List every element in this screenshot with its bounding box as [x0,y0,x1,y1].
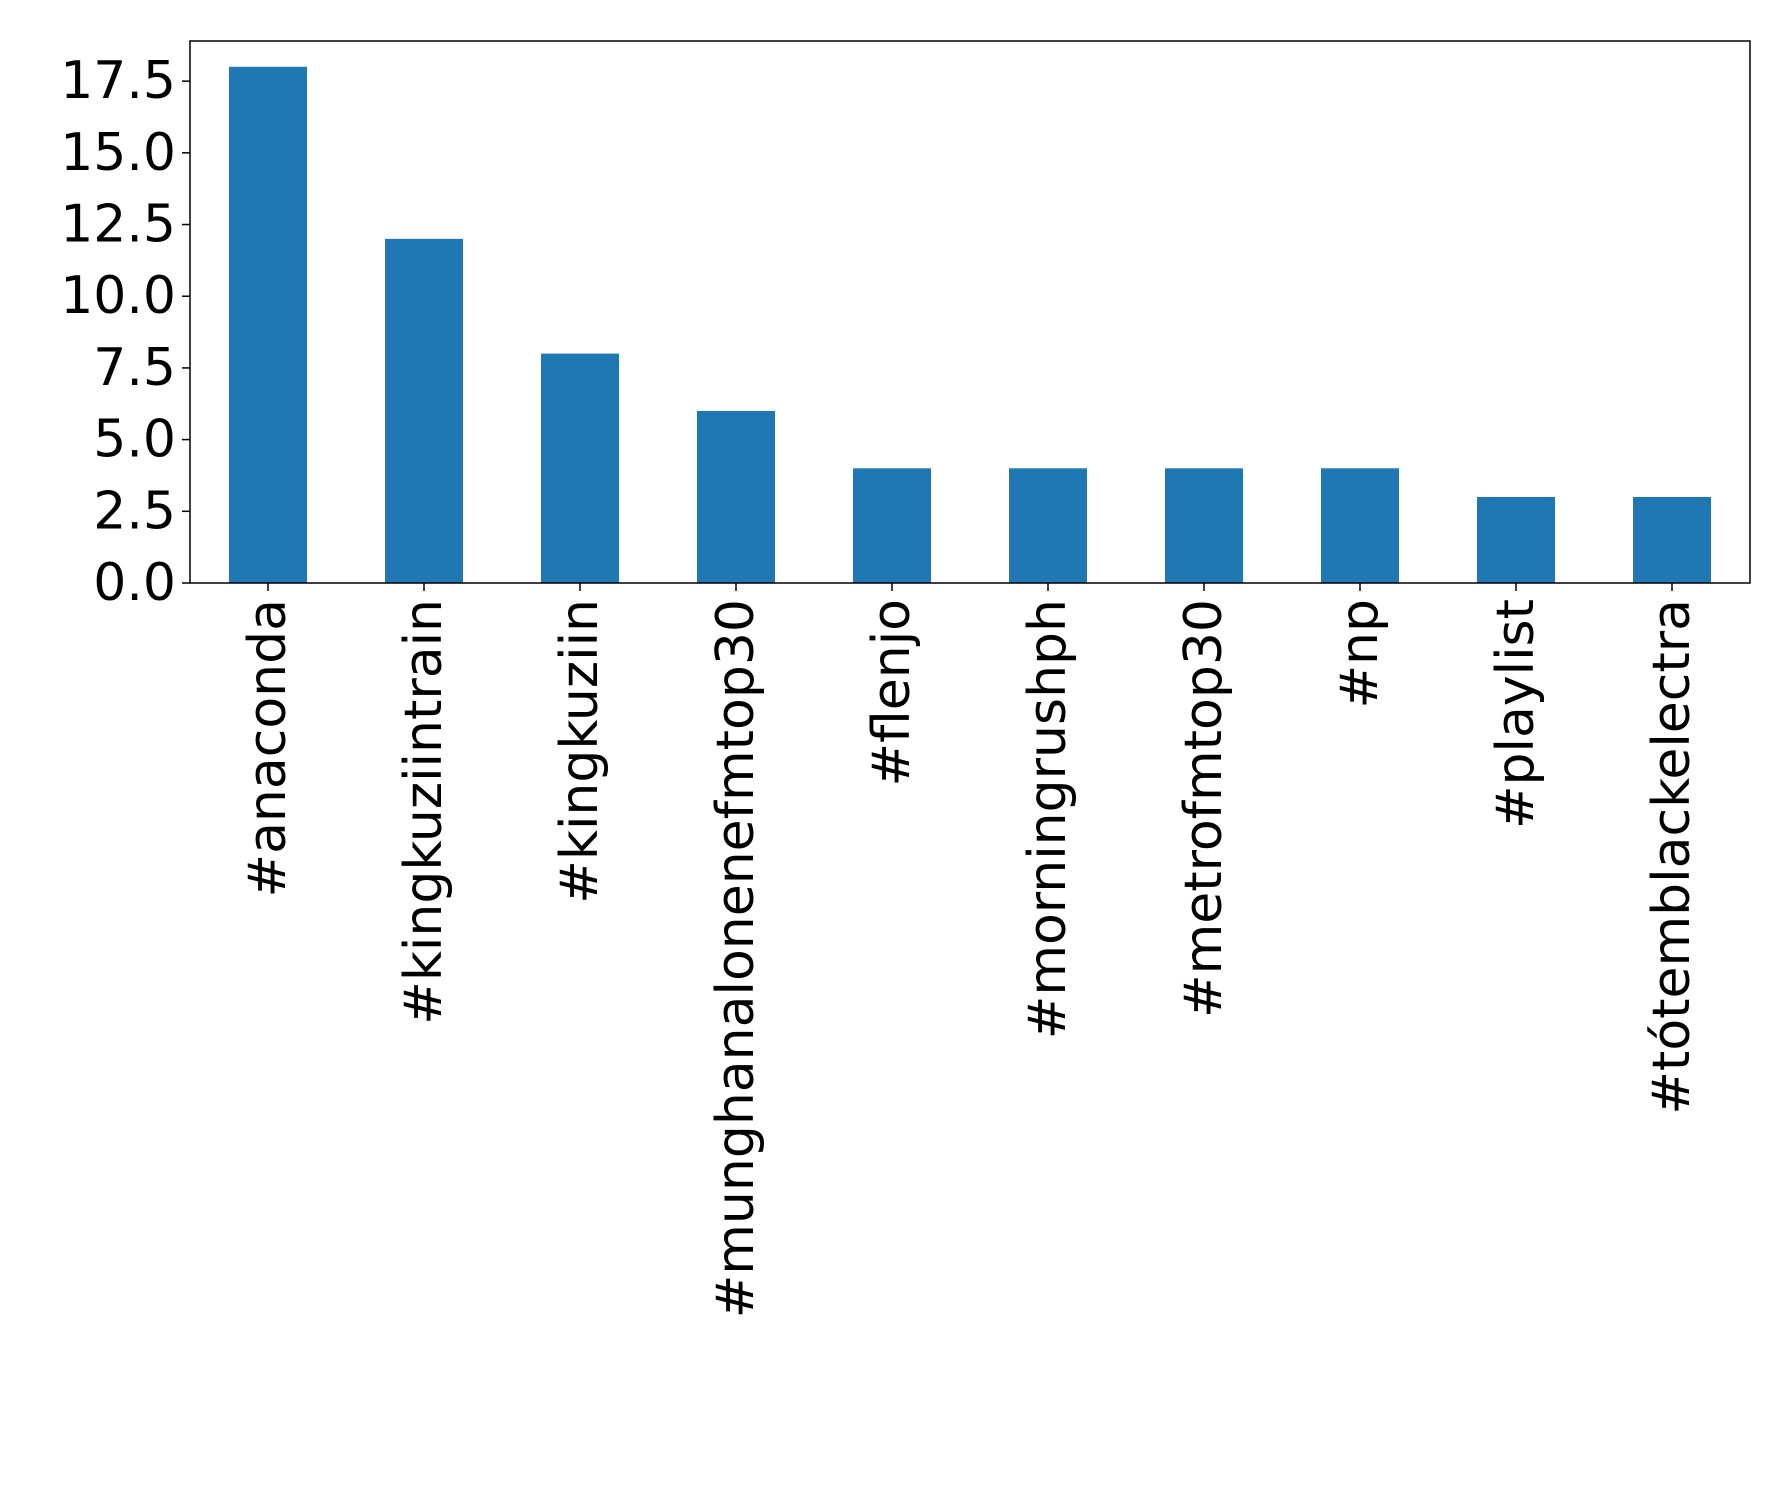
x-tick-label: #kingkuziintrain [394,599,454,1025]
bar-metrofmtop30 [1165,468,1243,583]
y-tick-label: 17.5 [60,51,176,111]
bar-flenjo [853,468,931,583]
plot-frame [189,40,1751,584]
y-tick-label: 5.0 [93,410,176,470]
x-tick-label: #metrofmtop30 [1174,599,1234,1018]
x-axis: #anaconda #kingkuziintrain #kingkuziin #mun… [238,583,1702,1318]
y-tick-label: 7.5 [93,338,176,398]
x-tick-label: #tótemblackelectra [1642,599,1702,1115]
bar-morningrushph [1009,468,1087,583]
y-tick-label: 12.5 [60,195,176,255]
bar-kingkuziintrain [385,238,463,583]
x-tick-label: #munghanalonenefmtop30 [706,599,766,1318]
bar-playlist [1477,496,1555,583]
y-tick-label: 10.0 [60,266,176,326]
y-tick-label: 2.5 [93,481,176,541]
bar-ttemblackelectra [1633,496,1711,583]
x-tick-label: #anaconda [238,599,298,898]
bar-kingkuziin [541,353,619,583]
bar-munghanalonenefmtop30 [697,410,775,583]
x-tick-label: #kingkuziin [550,599,610,904]
y-axis: 0.0 2.5 5.0 7.5 10.0 12.5 15.0 17.5 [60,51,190,613]
y-tick-label: 15.0 [60,123,176,183]
x-tick-label: #morningrushph [1018,599,1078,1039]
bars-layer [229,66,1711,584]
x-tick-label: #playlist [1486,599,1546,829]
y-tick-label: 0.0 [93,553,176,613]
x-tick-label: #np [1330,599,1390,709]
x-tick-label: #flenjo [862,599,922,787]
bar-np [1321,468,1399,583]
bar-anaconda [229,66,307,584]
